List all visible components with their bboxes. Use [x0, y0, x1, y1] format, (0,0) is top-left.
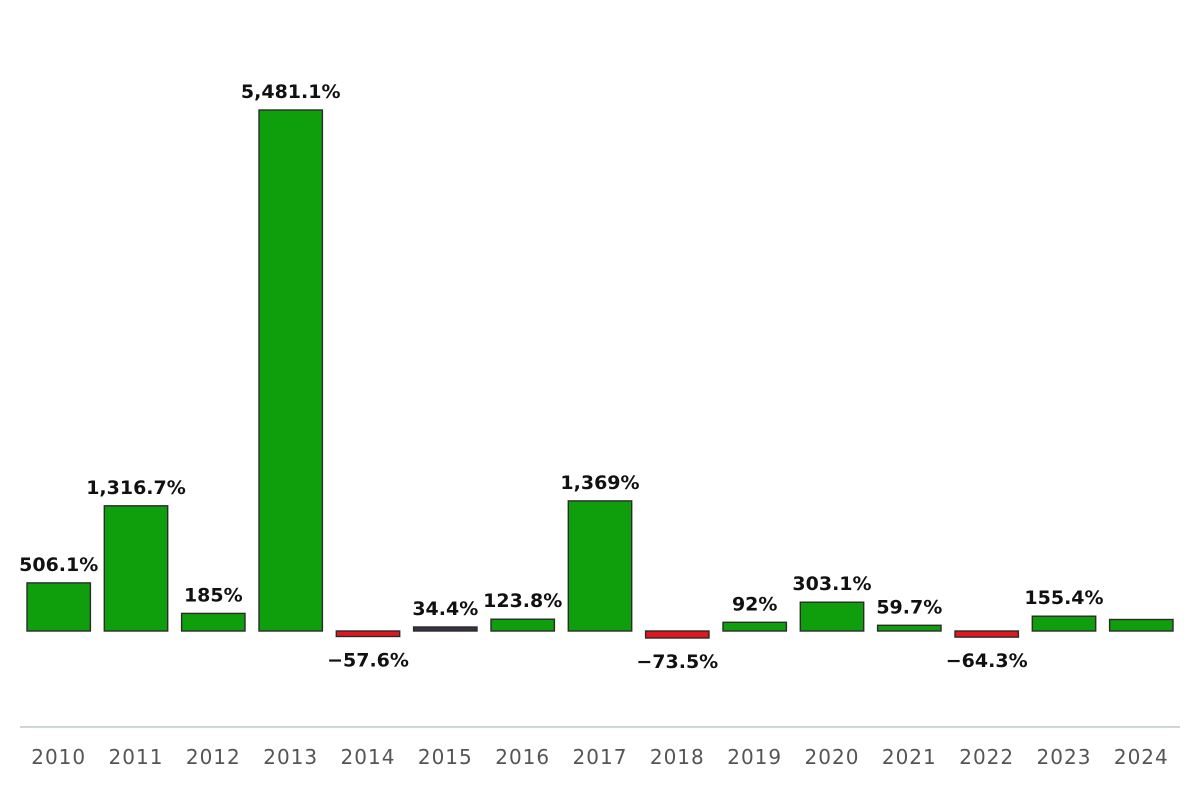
data-label-2012: 185% [184, 584, 243, 606]
data-label-2011: 1,316.7% [86, 477, 186, 499]
data-label-2020: 303.1% [792, 573, 871, 595]
data-label-2019: 92% [732, 593, 777, 615]
x-tick-label-2017: 2017 [573, 745, 628, 769]
bar-2010 [26, 582, 92, 632]
x-tick-label-2011: 2011 [109, 745, 164, 769]
data-label-2018: −73.5% [636, 651, 718, 673]
data-label-2015: 34.4% [412, 598, 478, 620]
bar-2012 [180, 612, 246, 632]
x-tick-label-2020: 2020 [805, 745, 860, 769]
data-labels-group: 506.1% 1,316.7% 185% 5,481.1% −57.6% 34.4% 123… [19, 81, 1103, 673]
x-tick-label-2021: 2021 [882, 745, 937, 769]
x-tick-label-2024: 2024 [1114, 745, 1169, 769]
x-tick-label-2015: 2015 [418, 745, 473, 769]
data-label-2022: −64.3% [946, 650, 1028, 672]
bar-2024 [1108, 618, 1174, 632]
bar-2015 [412, 626, 478, 632]
bar-2018 [644, 630, 710, 639]
bar-2022 [954, 630, 1020, 638]
data-label-2021: 59.7% [876, 596, 942, 618]
x-tick-label-2012: 2012 [186, 745, 241, 769]
bar-2011 [103, 505, 169, 632]
x-tick-label-2023: 2023 [1037, 745, 1092, 769]
data-label-2013: 5,481.1% [241, 81, 341, 103]
x-tick-label-2014: 2014 [341, 745, 396, 769]
bar-2019 [722, 621, 788, 632]
bars-group [26, 109, 1174, 639]
data-label-2017: 1,369% [560, 472, 639, 494]
x-axis-ticks-group: 2010 2011 2012 2013 2014 2015 2016 2017 2018 2019… [31, 745, 1169, 769]
data-label-2014: −57.6% [327, 650, 409, 672]
bar-2013 [258, 109, 324, 632]
x-tick-label-2022: 2022 [959, 745, 1014, 769]
bar-2020 [799, 601, 865, 632]
x-tick-label-2018: 2018 [650, 745, 705, 769]
bar-2016 [490, 618, 556, 632]
x-tick-label-2013: 2013 [263, 745, 318, 769]
data-label-2023: 155.4% [1024, 587, 1103, 609]
data-label-2016: 123.8% [483, 590, 562, 612]
bar-2014 [335, 630, 401, 638]
x-tick-label-2016: 2016 [495, 745, 550, 769]
bar-2023 [1031, 615, 1097, 632]
bar-2017 [567, 500, 633, 632]
x-tick-label-2019: 2019 [727, 745, 782, 769]
bar-2021 [876, 624, 942, 632]
x-tick-label-2010: 2010 [31, 745, 86, 769]
data-label-2010: 506.1% [19, 554, 98, 576]
